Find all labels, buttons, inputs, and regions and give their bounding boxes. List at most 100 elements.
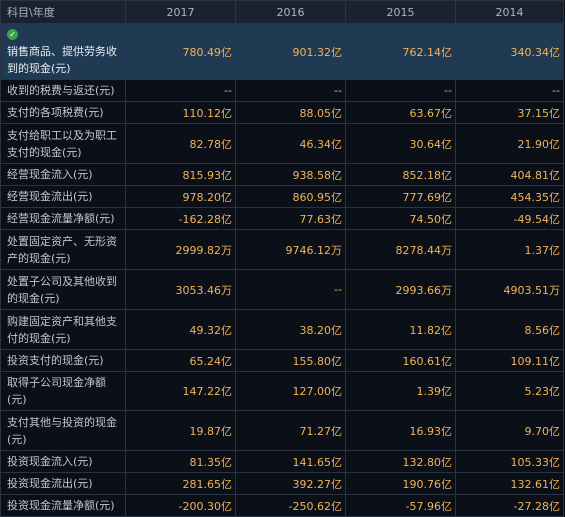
table-row[interactable]: 经营现金流入(元) 815.93亿 938.58亿 852.18亿 404.81… — [0, 163, 564, 186]
cell-value: 762.14亿 — [345, 23, 456, 80]
cell-value: 978.20亿 — [125, 185, 236, 208]
cell-value: 19.87亿 — [125, 410, 236, 451]
cell-value: 392.27亿 — [235, 472, 346, 495]
cell-value: -200.30亿 — [125, 494, 236, 517]
table-row[interactable]: 收到的税费与返还(元) -- -- -- -- — [0, 79, 564, 102]
row-label: 支付的各项税费(元) — [0, 101, 126, 124]
table-row[interactable]: 支付给职工以及为职工支付的现金(元) 82.78亿 46.34亿 30.64亿 … — [0, 123, 564, 164]
row-label: 取得子公司现金净额(元) — [0, 371, 126, 411]
cell-value: 37.15亿 — [455, 101, 564, 124]
cell-value: 938.58亿 — [235, 163, 346, 186]
cell-value: 132.80亿 — [345, 450, 456, 473]
cell-value: 777.69亿 — [345, 185, 456, 208]
row-label: 经营现金流入(元) — [0, 163, 126, 186]
cell-value: 155.80亿 — [235, 349, 346, 372]
row-label: 投资现金流量净额(元) — [0, 494, 126, 517]
row-label: 处置子公司及其他收到的现金(元) — [0, 269, 126, 310]
cell-value: 132.61亿 — [455, 472, 564, 495]
cell-value: 1.37亿 — [455, 229, 564, 270]
cell-value: -250.62亿 — [235, 494, 346, 517]
table-row[interactable]: 投资现金流入(元) 81.35亿 141.65亿 132.80亿 105.33亿 — [0, 450, 564, 473]
cell-value: 190.76亿 — [345, 472, 456, 495]
cell-value: 109.11亿 — [455, 349, 564, 372]
cell-value: -- — [345, 79, 456, 102]
table-row[interactable]: 投资现金流出(元) 281.65亿 392.27亿 190.76亿 132.61… — [0, 472, 564, 495]
table-row[interactable]: 经营现金流量净额(元) -162.28亿 77.63亿 74.50亿 -49.5… — [0, 207, 564, 230]
row-label: 购建固定资产和其他支付的现金(元) — [0, 309, 126, 350]
cell-value: 11.82亿 — [345, 309, 456, 350]
cell-value: 780.49亿 — [125, 23, 236, 80]
cell-value: 5.23亿 — [455, 371, 564, 411]
cell-value: -27.28亿 — [455, 494, 564, 517]
cell-value: 1.39亿 — [345, 371, 456, 411]
table-row[interactable]: 投资现金流量净额(元) -200.30亿 -250.62亿 -57.96亿 -2… — [0, 494, 564, 517]
row-label: 支付其他与投资的现金(元) — [0, 410, 126, 451]
cell-value: 16.93亿 — [345, 410, 456, 451]
cell-value: 8.56亿 — [455, 309, 564, 350]
cell-value: -162.28亿 — [125, 207, 236, 230]
corner-header: 科目\年度 — [0, 0, 126, 24]
check-circle-icon: ✓ — [7, 29, 18, 40]
row-label: 投资支付的现金(元) — [0, 349, 126, 372]
cell-value: -49.54亿 — [455, 207, 564, 230]
row-label: 处置固定资产、无形资产的现金(元) — [0, 229, 126, 270]
cell-value: 4903.51万 — [455, 269, 564, 310]
table-row[interactable]: ✓ 销售商品、提供劳务收到的现金(元) 780.49亿 901.32亿 762.1… — [0, 23, 564, 80]
row-label: 投资现金流出(元) — [0, 472, 126, 495]
row-label: ✓ 销售商品、提供劳务收到的现金(元) — [0, 23, 126, 80]
cell-value: 160.61亿 — [345, 349, 456, 372]
cell-value: 340.34亿 — [455, 23, 564, 80]
cell-value: 38.20亿 — [235, 309, 346, 350]
cell-value: 49.32亿 — [125, 309, 236, 350]
table-row[interactable]: 处置子公司及其他收到的现金(元) 3053.46万 -- 2993.66万 49… — [0, 269, 564, 310]
cell-value: 9.70亿 — [455, 410, 564, 451]
cell-value: -- — [455, 79, 564, 102]
cell-value: -- — [125, 79, 236, 102]
row-label: 收到的税费与返还(元) — [0, 79, 126, 102]
cell-value: 9746.12万 — [235, 229, 346, 270]
year-header[interactable]: 2014 — [455, 0, 564, 24]
table-row[interactable]: 支付的各项税费(元) 110.12亿 88.05亿 63.67亿 37.15亿 — [0, 101, 564, 124]
year-header[interactable]: 2017 — [125, 0, 236, 24]
year-header[interactable]: 2016 — [235, 0, 346, 24]
cell-value: 81.35亿 — [125, 450, 236, 473]
table-row[interactable]: 取得子公司现金净额(元) 147.22亿 127.00亿 1.39亿 5.23亿 — [0, 371, 564, 411]
cell-value: 404.81亿 — [455, 163, 564, 186]
cell-value: 82.78亿 — [125, 123, 236, 164]
cell-value: 71.27亿 — [235, 410, 346, 451]
cell-value: 141.65亿 — [235, 450, 346, 473]
cell-value: 8278.44万 — [345, 229, 456, 270]
row-label: 投资现金流入(元) — [0, 450, 126, 473]
table-row[interactable]: 经营现金流出(元) 978.20亿 860.95亿 777.69亿 454.35… — [0, 185, 564, 208]
row-label: 支付给职工以及为职工支付的现金(元) — [0, 123, 126, 164]
cell-value: 30.64亿 — [345, 123, 456, 164]
cell-value: -- — [235, 269, 346, 310]
cell-value: 88.05亿 — [235, 101, 346, 124]
cell-value: 74.50亿 — [345, 207, 456, 230]
cell-value: 454.35亿 — [455, 185, 564, 208]
cell-value: 110.12亿 — [125, 101, 236, 124]
year-header[interactable]: 2015 — [345, 0, 456, 24]
table-row[interactable]: 处置固定资产、无形资产的现金(元) 2999.82万 9746.12万 8278… — [0, 229, 564, 270]
cell-value: 2999.82万 — [125, 229, 236, 270]
row-label: 经营现金流量净额(元) — [0, 207, 126, 230]
table-row[interactable]: 购建固定资产和其他支付的现金(元) 49.32亿 38.20亿 11.82亿 8… — [0, 309, 564, 350]
cell-value: 21.90亿 — [455, 123, 564, 164]
header-row: 科目\年度 2017 2016 2015 2014 — [0, 0, 564, 24]
row-label-text: 销售商品、提供劳务收到的现金(元) — [7, 45, 117, 75]
cell-value: 127.00亿 — [235, 371, 346, 411]
cell-value: 901.32亿 — [235, 23, 346, 80]
cell-value: 147.22亿 — [125, 371, 236, 411]
row-label: 经营现金流出(元) — [0, 185, 126, 208]
cell-value: 105.33亿 — [455, 450, 564, 473]
cell-value: 65.24亿 — [125, 349, 236, 372]
cell-value: 852.18亿 — [345, 163, 456, 186]
cell-value: 46.34亿 — [235, 123, 346, 164]
table-row[interactable]: 支付其他与投资的现金(元) 19.87亿 71.27亿 16.93亿 9.70亿 — [0, 410, 564, 451]
cell-value: -57.96亿 — [345, 494, 456, 517]
cell-value: 77.63亿 — [235, 207, 346, 230]
table-row[interactable]: 投资支付的现金(元) 65.24亿 155.80亿 160.61亿 109.11… — [0, 349, 564, 372]
cell-value: 815.93亿 — [125, 163, 236, 186]
